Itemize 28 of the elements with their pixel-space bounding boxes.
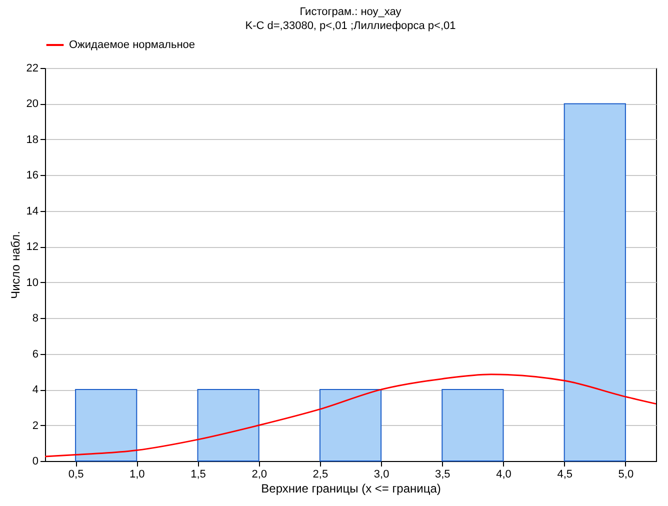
y-tick-label: 20 [26,98,38,110]
y-tick-label: 22 [26,62,38,74]
x-axis-title: Верхние границы (x <= граница) [261,482,441,496]
y-tick-label: 6 [32,348,38,360]
x-tick-label: 4,5 [557,468,572,480]
y-tick-label: 16 [26,170,38,182]
x-tick-label: 3,0 [374,468,390,480]
x-tick-label: 3,5 [435,468,450,480]
x-tick-label: 4,0 [496,468,512,480]
y-tick-label: 2 [32,420,38,432]
x-tick-label: 0,5 [68,468,84,480]
line-series [45,374,656,458]
x-tick-label: 5,0 [618,468,634,480]
legend-label: Ожидаемое нормальное [69,39,196,51]
y-tick-label: 12 [26,241,38,254]
y-tick-label: 8 [32,312,38,325]
x-tick-label: 1,0 [130,468,145,480]
y-tick-label: 0 [32,456,38,468]
y-axis-title: Число набл. [8,231,22,299]
x-tick-label: 2,5 [312,468,328,480]
chart-title: Гистограм.: ноу_хау [300,6,402,18]
y-tick-label: 10 [26,276,38,289]
y-tick-label: 18 [26,134,38,146]
y-tick-label: 4 [32,384,38,396]
y-tick-label: 14 [26,205,38,218]
x-tick-label: 2,0 [252,468,267,480]
x-tick-label: 1,5 [190,468,206,480]
chart-subtitle: K-C d=,33080, p<,01 ;Лиллиефорса p<,01 [245,20,456,32]
